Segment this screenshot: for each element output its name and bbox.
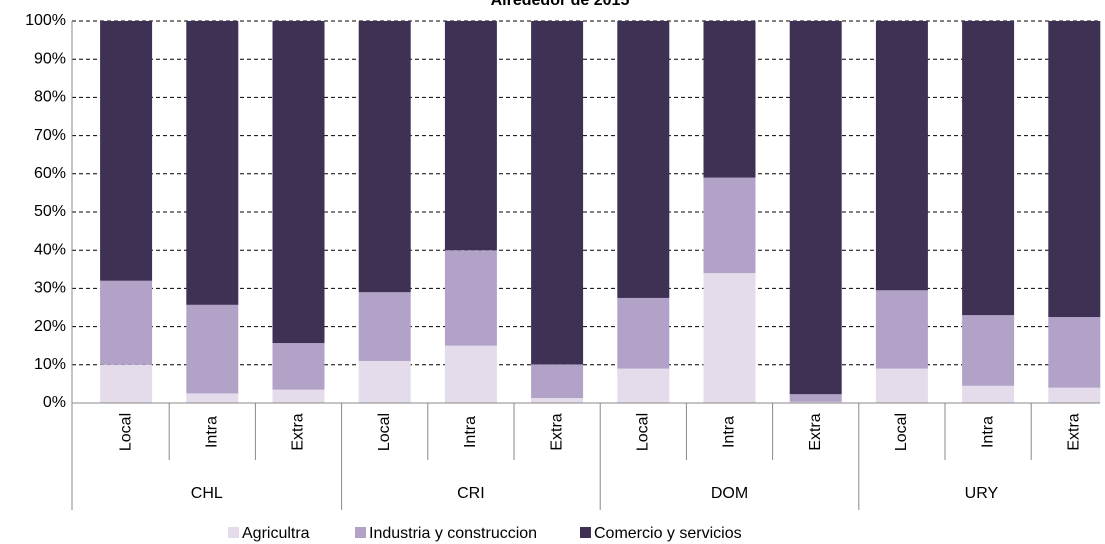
bar-segment — [272, 343, 325, 390]
x-tick-label: Local — [635, 413, 652, 451]
x-tick-label: Extra — [548, 413, 565, 450]
y-tick-label: 10% — [34, 356, 66, 373]
x-tick-label: Intra — [462, 416, 479, 448]
y-tick-label: 60% — [34, 165, 66, 182]
x-tick-label: Extra — [807, 413, 824, 450]
x-tick-label: Local — [893, 413, 910, 451]
bar-segment — [444, 345, 497, 403]
bar-segment — [186, 393, 239, 403]
x-tick-label: Intra — [204, 416, 221, 448]
group-label: CHL — [191, 485, 223, 502]
bar-segment — [1048, 317, 1101, 388]
bar-segment — [531, 364, 584, 399]
group-label: DOM — [711, 485, 748, 502]
bar-segment — [444, 250, 497, 346]
bar-segment — [358, 360, 411, 403]
bar-segment — [962, 21, 1015, 316]
bar-segment — [962, 315, 1015, 386]
bar-segment — [100, 21, 153, 281]
bar-segment — [186, 304, 239, 394]
bar-segment — [789, 21, 842, 395]
bar-segment — [1048, 387, 1101, 403]
bar-segment — [789, 401, 842, 403]
x-tick-label: Intra — [979, 416, 996, 448]
legend-label: Comercio y servicios — [594, 525, 742, 542]
group-label: CRI — [457, 485, 485, 502]
bar-segment — [703, 177, 756, 274]
bar-segment — [186, 21, 239, 305]
bar-segment — [962, 385, 1015, 403]
bar-segment — [100, 280, 153, 365]
legend-label: Agricultra — [242, 525, 310, 542]
bar-segment — [875, 21, 928, 291]
legend-label: Industria y construccion — [369, 525, 537, 542]
y-tick-label: 40% — [34, 241, 66, 258]
y-tick-label: 90% — [34, 50, 66, 67]
bar-segment — [272, 389, 325, 403]
y-tick-label: 20% — [34, 318, 66, 335]
bar-segment — [617, 368, 670, 403]
legend-swatch — [580, 527, 591, 538]
y-tick-label: 30% — [34, 280, 66, 297]
bar-segment — [272, 21, 325, 344]
bar-segment — [875, 290, 928, 369]
bar-segment — [358, 292, 411, 361]
legend-swatch — [355, 527, 366, 538]
bar-segment — [875, 368, 928, 403]
bar-segment — [617, 297, 670, 369]
y-tick-label: 70% — [34, 127, 66, 144]
x-tick-label: Local — [376, 413, 393, 451]
y-tick-label: 50% — [34, 203, 66, 220]
group-label: URY — [965, 485, 999, 502]
bar-segment — [100, 364, 153, 403]
bar-segment — [531, 398, 584, 403]
y-tick-label: 0% — [43, 394, 66, 411]
bar-segment — [1048, 21, 1101, 318]
x-tick-label: Extra — [290, 413, 307, 450]
bar-segment — [703, 273, 756, 403]
bar-segment — [703, 21, 756, 178]
x-tick-label: Intra — [721, 416, 738, 448]
legend-swatch — [228, 527, 239, 538]
bar-segment — [617, 21, 670, 298]
x-tick-label: Local — [117, 413, 134, 451]
bar-segment — [358, 21, 411, 293]
bar-segment — [444, 21, 497, 251]
y-tick-label: 80% — [34, 89, 66, 106]
bar-segment — [531, 21, 584, 365]
y-tick-label: 100% — [25, 12, 66, 29]
chart-title: Alrededor de 2015 — [491, 0, 630, 9]
bar-segment — [789, 394, 842, 402]
x-tick-label: Extra — [1066, 413, 1083, 450]
